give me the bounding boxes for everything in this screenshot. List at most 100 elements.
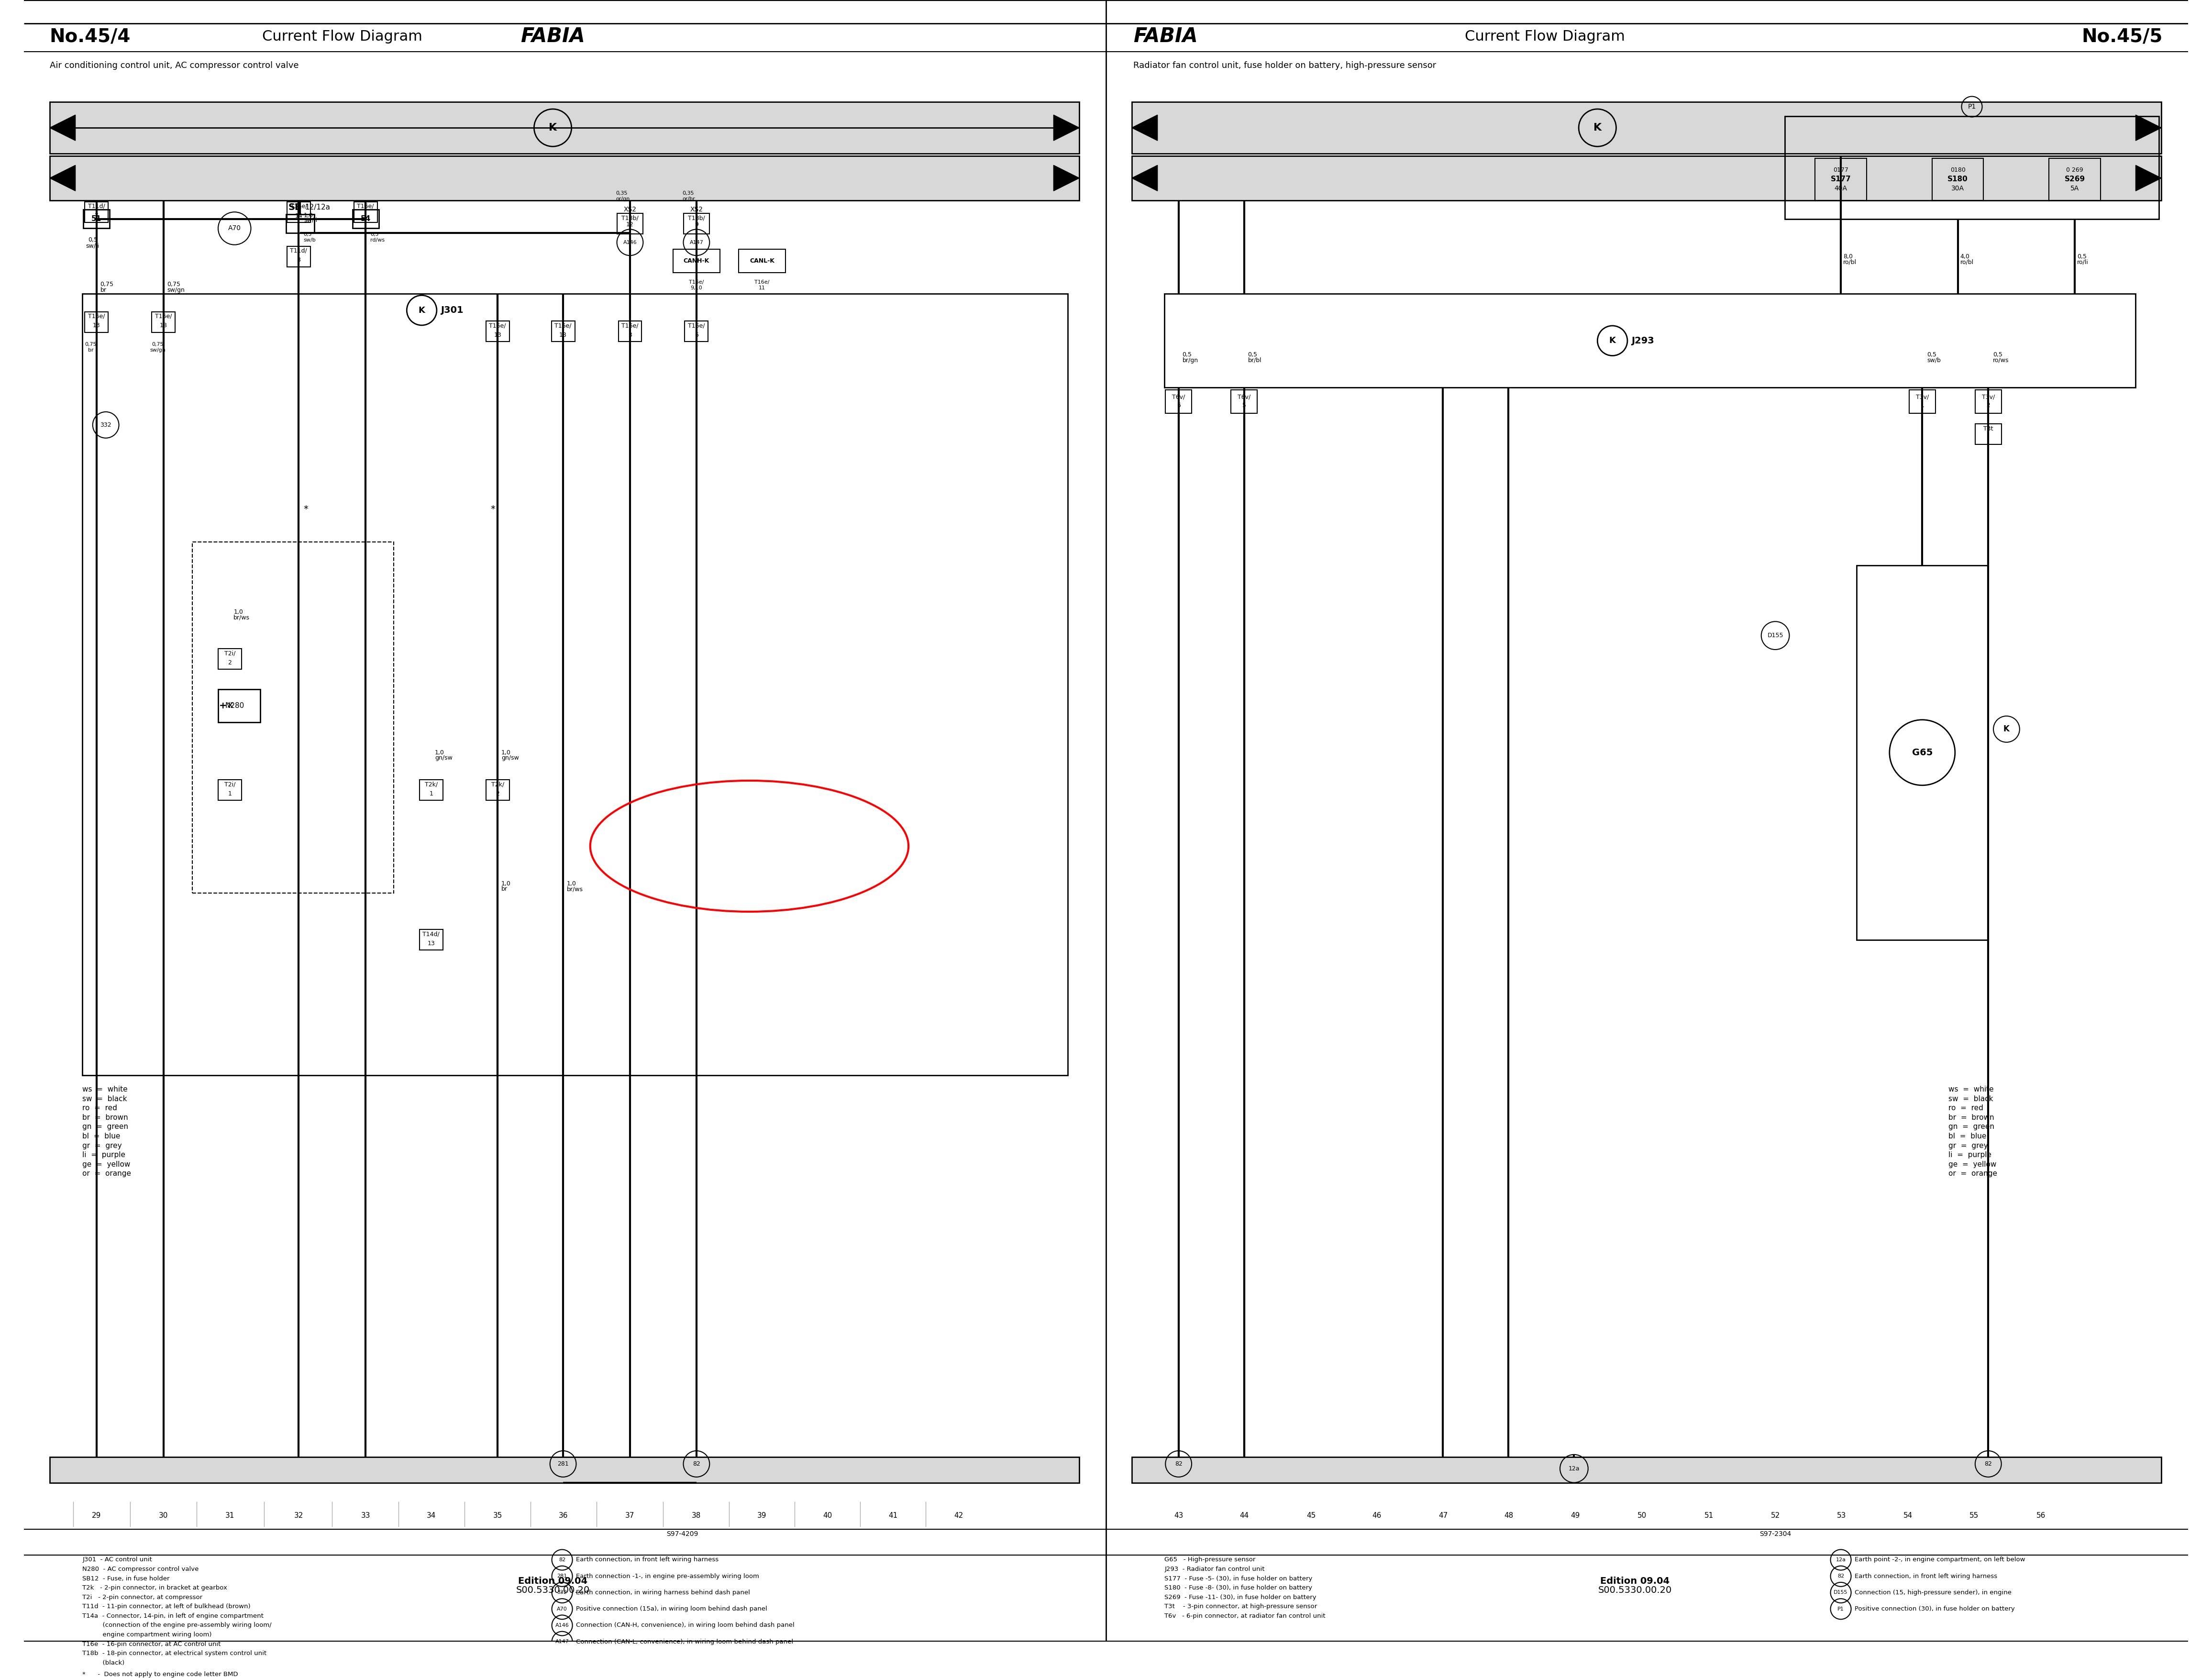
Text: 0,75: 0,75 — [168, 282, 181, 287]
Text: T3t: T3t — [1984, 426, 1993, 431]
Text: D155: D155 — [1767, 633, 1783, 639]
Text: bl  =  blue: bl = blue — [1949, 1133, 1986, 1139]
Text: 4,0: 4,0 — [1960, 253, 1969, 260]
Text: 40: 40 — [823, 1512, 832, 1519]
Bar — [1975, 389, 2002, 413]
Text: 51: 51 — [91, 215, 102, 223]
Text: 0 269: 0 269 — [2066, 166, 2084, 173]
Text: 8,0: 8,0 — [1843, 253, 1854, 260]
Bar — [420, 930, 442, 950]
Bar — [219, 780, 241, 800]
Text: or/br: or/br — [684, 196, 695, 201]
Text: 332: 332 — [557, 1591, 566, 1596]
Bar — [420, 780, 442, 800]
Bar — [551, 320, 575, 342]
Text: 45: 45 — [1307, 1512, 1316, 1519]
Text: 0,75: 0,75 — [153, 342, 164, 347]
Text: T16e/: T16e/ — [155, 314, 173, 319]
Text: T18b/: T18b/ — [622, 215, 639, 221]
Text: T2i   - 2-pin connector, at compressor: T2i - 2-pin connector, at compressor — [82, 1594, 204, 1601]
Text: sw/b: sw/b — [1927, 357, 1940, 364]
Text: N280: N280 — [226, 701, 243, 710]
Text: 51: 51 — [1703, 1512, 1714, 1519]
Bar — [84, 210, 111, 228]
Text: T16e/: T16e/ — [555, 322, 571, 329]
Text: T2k   - 2-pin connector, in bracket at gearbox: T2k - 2-pin connector, in bracket at gea… — [82, 1584, 228, 1591]
Text: 0,5: 0,5 — [369, 232, 378, 237]
Text: 9: 9 — [695, 221, 699, 228]
Text: 82: 82 — [560, 1557, 566, 1562]
Text: br/gn: br/gn — [1181, 357, 1199, 364]
Text: rd/ws: rd/ws — [369, 238, 385, 243]
Text: 31: 31 — [226, 1512, 234, 1519]
Text: sw/li: sw/li — [303, 216, 316, 223]
Text: S180  - Fuse -8- (30), in fuse holder on battery: S180 - Fuse -8- (30), in fuse holder on … — [1164, 1584, 1312, 1591]
Text: SB: SB — [288, 203, 303, 211]
Text: 0,5: 0,5 — [1927, 352, 1936, 357]
Text: 12a: 12a — [1568, 1465, 1579, 1472]
Bar — [1230, 389, 1256, 413]
Text: Connection (CAN-L, convenience), in wiring loom behind dash panel: Connection (CAN-L, convenience), in wiri… — [575, 1639, 794, 1644]
Text: P1: P1 — [1838, 1606, 1845, 1611]
Text: 30: 30 — [159, 1512, 168, 1519]
Polygon shape — [1133, 164, 1157, 191]
Text: 49: 49 — [1571, 1512, 1579, 1519]
Text: 12: 12 — [626, 221, 635, 228]
Text: *: * — [303, 505, 307, 513]
Text: sw/li: sw/li — [86, 243, 100, 248]
Text: T3v/: T3v/ — [1982, 394, 1995, 399]
Text: 48: 48 — [1504, 1512, 1513, 1519]
Text: T2k/: T2k/ — [491, 782, 504, 787]
Bar — [1133, 1457, 2161, 1483]
Text: 0,5: 0,5 — [1993, 352, 2002, 357]
Text: 42: 42 — [953, 1512, 962, 1519]
Text: ge  =  yellow: ge = yellow — [1949, 1161, 1997, 1168]
Text: gn/sw: gn/sw — [436, 755, 453, 762]
Bar — [153, 312, 175, 332]
Text: 2: 2 — [1986, 403, 1991, 408]
Text: 11: 11 — [759, 285, 765, 290]
Text: K: K — [1593, 122, 1601, 133]
Text: S97-4209: S97-4209 — [666, 1530, 699, 1537]
Text: *: * — [491, 505, 495, 513]
Text: T16e/: T16e/ — [489, 322, 507, 329]
Text: sw  =  black: sw = black — [82, 1096, 126, 1102]
Text: T2k/: T2k/ — [425, 782, 438, 787]
Text: 12a: 12a — [1836, 1557, 1845, 1562]
Text: K: K — [1608, 336, 1615, 346]
Text: br: br — [88, 347, 93, 352]
Text: 32: 32 — [294, 1512, 303, 1519]
Bar — [686, 320, 708, 342]
Bar — [1785, 116, 2159, 220]
Text: 33: 33 — [361, 1512, 369, 1519]
Text: 0180: 0180 — [1951, 166, 1966, 173]
Text: J301  - AC control unit: J301 - AC control unit — [82, 1557, 153, 1562]
Text: Positive connection (15a), in wiring loom behind dash panel: Positive connection (15a), in wiring loo… — [575, 1606, 768, 1613]
Text: J293  - Radiator fan control unit: J293 - Radiator fan control unit — [1164, 1566, 1265, 1572]
Bar — [219, 690, 261, 722]
Text: 13: 13 — [493, 332, 502, 339]
Text: 5: 5 — [1243, 403, 1245, 408]
Text: or  =  orange: or = orange — [82, 1170, 131, 1178]
Text: T11d/: T11d/ — [290, 248, 307, 253]
Text: 52: 52 — [1770, 1512, 1781, 1519]
Bar — [82, 294, 1068, 1076]
Text: J293: J293 — [1630, 336, 1655, 346]
Text: 13: 13 — [427, 940, 436, 946]
Text: 82: 82 — [692, 1462, 701, 1467]
Text: Earth connection, in wiring harness behind dash panel: Earth connection, in wiring harness behi… — [575, 1589, 750, 1596]
Text: S00.5330.00.20: S00.5330.00.20 — [515, 1586, 591, 1594]
Text: 46: 46 — [1371, 1512, 1380, 1519]
Bar — [352, 210, 378, 228]
Text: gn  =  green: gn = green — [82, 1123, 128, 1131]
Text: br  =  brown: br = brown — [82, 1114, 128, 1121]
Text: 50: 50 — [1637, 1512, 1646, 1519]
Polygon shape — [49, 114, 75, 141]
Text: No.45/4: No.45/4 — [49, 27, 131, 45]
Text: A70: A70 — [557, 1606, 566, 1611]
Bar — [1975, 425, 2002, 445]
Text: or  =  orange: or = orange — [1949, 1170, 1997, 1178]
Text: gn  =  green: gn = green — [1949, 1123, 1995, 1131]
Text: gr  =  grey: gr = grey — [82, 1143, 122, 1149]
Text: Connection (CAN-H, convenience), in wiring loom behind dash panel: Connection (CAN-H, convenience), in wiri… — [575, 1623, 794, 1628]
